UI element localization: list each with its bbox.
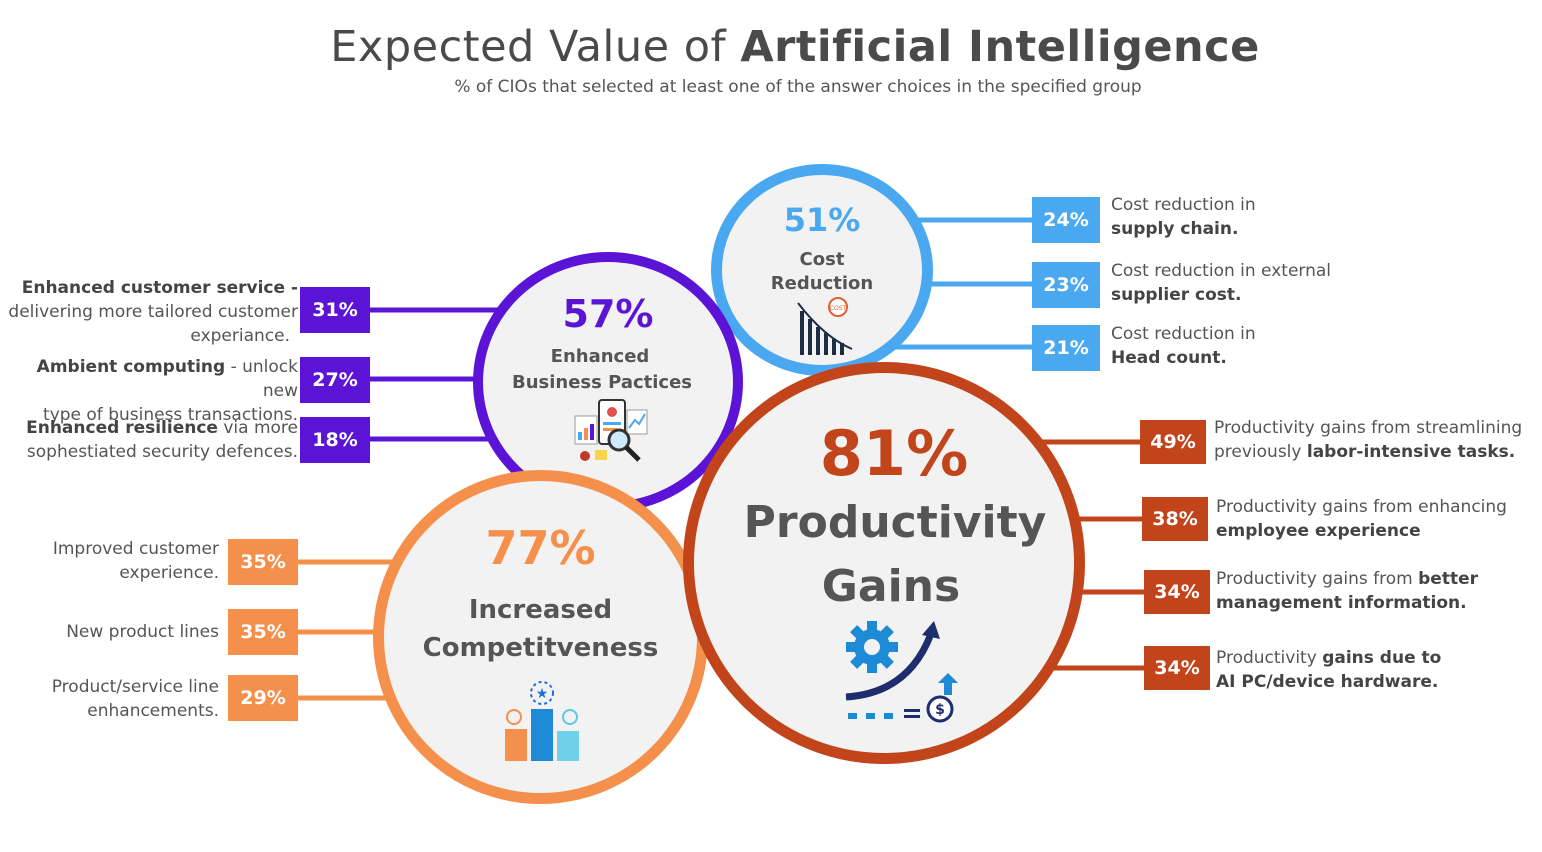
business-analytics-icon [574, 399, 648, 462]
productivity-label-3-line2-bold: management information. [1216, 593, 1467, 613]
business-label-3-inline: via more [217, 418, 298, 438]
title-bold: Artificial Intelligence [740, 22, 1260, 72]
productivity-name-1: Productivity [743, 497, 1047, 548]
business-label-3-rest2: sophestiated security defences. [26, 442, 298, 462]
competitiveness-label-1-line1: Improved customer [52, 539, 219, 559]
productivity-label-1-line2-bold: labor-intensive tasks. [1306, 442, 1516, 462]
business-label-1: Enhanced customer service - delivering mo… [0, 276, 298, 348]
cost-label-3-line2: Head count. [1111, 348, 1227, 368]
productivity-badge-4: 34% [1144, 646, 1210, 690]
page-subtitle: % of CIOs that selected at least one of … [454, 77, 1142, 97]
cost-label-3-line1: Cost reduction in [1111, 324, 1256, 344]
productivity-pct: 81% [819, 417, 969, 490]
business-label-2-inline: - unlock new [225, 357, 298, 401]
productivity-label-1: Productivity gains from streamlining prev… [1214, 416, 1522, 464]
business-label-3-bold: Enhanced resilience [26, 418, 218, 438]
competitiveness-label-1-line2: experience. [119, 563, 219, 583]
productivity-name-2: Gains [821, 561, 961, 612]
cost-chart-icon: COST [797, 297, 853, 355]
productivity-label-4-line2-bold: AI PC/device hardware. [1216, 672, 1439, 692]
cost-label-2-line2: supplier cost. [1111, 285, 1242, 305]
business-practices-circle: 57% Enhanced Business Pactices [473, 252, 743, 512]
business-label-2: Ambient computing - unlock new type of bu… [0, 355, 298, 427]
competitiveness-badge-2: 35% [228, 609, 298, 655]
svg-text:★: ★ [536, 686, 549, 702]
business-label-1-bold: Enhanced customer service - [21, 278, 298, 298]
business-badge-2: 27% [300, 357, 370, 403]
productivity-label-3-line1-bold: better [1418, 569, 1478, 589]
productivity-badge-3: 34% [1144, 570, 1210, 614]
productivity-label-1-line1: Productivity gains from streamlining [1214, 418, 1523, 438]
productivity-circle: 81% Productivity Gains $ [683, 362, 1085, 764]
cost-badge-3: 21% [1032, 325, 1100, 371]
competitiveness-circle: 77% Increased Competitveness ★ [373, 470, 708, 804]
business-practices-pct: 57% [562, 292, 654, 336]
podium-icon: ★ [505, 681, 579, 761]
cost-label-1: Cost reduction in supply chain. [1111, 193, 1256, 241]
business-label-1-rest2: experiance. [190, 326, 290, 346]
competitiveness-badge-1: 35% [228, 539, 298, 585]
competitiveness-name-2: Competitveness [422, 633, 659, 663]
productivity-label-4-line1-bold: gains due to [1322, 648, 1442, 668]
productivity-label-1-line2-pre: previously [1214, 442, 1307, 462]
productivity-label-2-line1: Productivity gains from enhancing [1216, 497, 1507, 517]
cost-reduction-pct: 51% [783, 201, 861, 239]
competitiveness-label-3-line1: Product/service line [51, 677, 219, 697]
cost-reduction-name-2: Reduction [770, 273, 874, 294]
cost-label-2: Cost reduction in external supplier cost. [1111, 259, 1331, 307]
competitiveness-name-1: Increased [468, 595, 613, 625]
productivity-badge-1: 49% [1140, 420, 1206, 464]
business-practices-name-1: Enhanced [550, 346, 650, 367]
business-label-3: Enhanced resilience via more sophestiated… [0, 416, 298, 464]
business-practices-name-2: Business Pactices [511, 372, 693, 393]
page-title: Expected Value of Artificial Intelligenc… [0, 22, 1542, 72]
competitiveness-label-2-line1: New product lines [66, 622, 219, 642]
competitiveness-pct: 77% [485, 521, 596, 575]
productivity-label-2: Productivity gains from enhancing employe… [1216, 495, 1507, 543]
growth-gear-icon: $ [845, 621, 958, 723]
business-label-2-rest2: type of business transactions. [43, 405, 298, 425]
cost-label-1-line2: supply chain. [1111, 219, 1239, 239]
competitiveness-label-3-line2: enhancements. [87, 701, 219, 721]
productivity-label-4: Productivity gains due to AI PC/device ha… [1216, 646, 1441, 694]
cost-label-2-line1: Cost reduction in external [1111, 261, 1332, 281]
cost-label-3: Cost reduction in Head count. [1111, 322, 1256, 370]
productivity-label-3: Productivity gains from better management… [1216, 567, 1478, 615]
svg-text:COST: COST [830, 305, 847, 312]
business-badge-3: 18% [300, 417, 370, 463]
title-light: Expected Value of [330, 22, 741, 72]
productivity-badge-2: 38% [1142, 497, 1208, 541]
productivity-label-4-line1-pre: Productivity [1216, 648, 1323, 668]
competitiveness-badge-3: 29% [228, 675, 298, 721]
competitiveness-label-1: Improved customer experience. [0, 537, 219, 585]
business-label-2-bold: Ambient computing [36, 357, 226, 377]
cost-label-1-line1: Cost reduction in [1111, 195, 1256, 215]
svg-text:$: $ [935, 702, 945, 718]
business-label-1-rest1: delivering more tailored customer [8, 302, 298, 322]
business-badge-1: 31% [300, 287, 370, 333]
productivity-label-2-line2-bold: employee experience [1216, 521, 1421, 541]
cost-badge-1: 24% [1032, 197, 1100, 243]
cost-badge-2: 23% [1032, 262, 1100, 308]
cost-reduction-name-1: Cost [799, 249, 845, 270]
productivity-label-3-line1-pre: Productivity gains from [1216, 569, 1419, 589]
competitiveness-label-2: New product lines [0, 620, 219, 644]
competitiveness-label-3: Product/service line enhancements. [0, 675, 219, 723]
cost-reduction-circle: 51% Cost Reduction COST [711, 164, 933, 376]
